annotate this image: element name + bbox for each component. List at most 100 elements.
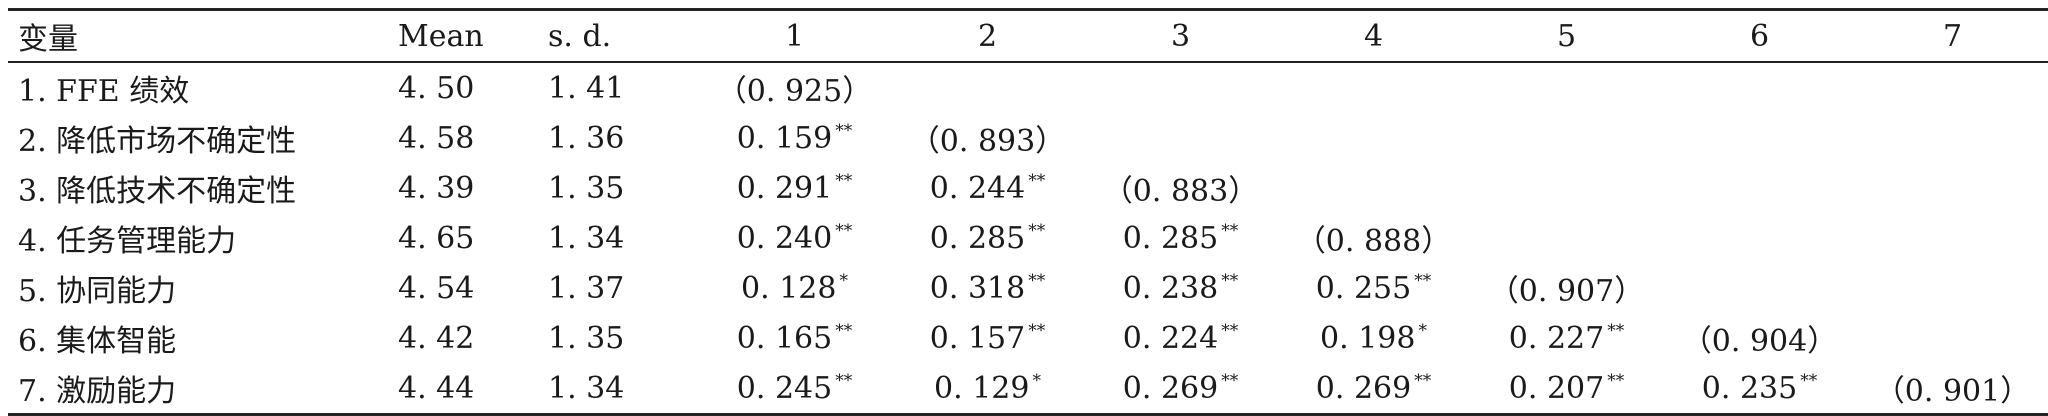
correlation-value: 0. 285 bbox=[929, 220, 1026, 256]
table-row: 7. 激励能力 4. 44 1. 34 0. 245 ** 0. 129 * 0. 269 **… bbox=[8, 363, 2048, 415]
variable-label: 7. 激励能力 bbox=[18, 374, 177, 409]
correlation-cell: 0. 165 ** bbox=[698, 313, 891, 363]
significance-marker: ** bbox=[1028, 270, 1046, 291]
correlation-cell bbox=[1856, 213, 2048, 263]
correlation-cell: 0. 157 ** bbox=[891, 313, 1084, 363]
significance-marker: ** bbox=[1221, 270, 1239, 291]
significance-marker: ** bbox=[1028, 220, 1046, 241]
header-col-6: 6 bbox=[1749, 18, 1770, 54]
correlation-value: 0. 159 bbox=[736, 120, 833, 156]
table-row: 3. 降低技术不确定性 4. 39 1. 35 0. 291 ** 0. 244 ** （0.… bbox=[8, 163, 2048, 213]
correlation-cell: 0. 159 ** bbox=[698, 113, 891, 163]
correlation-value: （0. 888） bbox=[1295, 224, 1452, 259]
header-mean: Mean bbox=[398, 18, 484, 54]
correlation-cell bbox=[1084, 62, 1277, 113]
mean-cell: 4. 54 bbox=[398, 270, 475, 306]
mean-cell: 4. 65 bbox=[398, 220, 475, 256]
significance-marker: ** bbox=[835, 370, 853, 391]
variable-label: 2. 降低市场不确定性 bbox=[18, 124, 297, 159]
table-row: 1. FFE 绩效 4. 50 1. 41 （0. 925） bbox=[8, 62, 2048, 113]
header-sd: s. d. bbox=[548, 18, 612, 54]
variable-label: 4. 任务管理能力 bbox=[18, 224, 237, 259]
correlation-value: 0. 291 bbox=[736, 170, 833, 206]
correlation-value: 0. 165 bbox=[736, 320, 833, 356]
correlation-cell bbox=[1663, 263, 1856, 313]
correlation-value: 0. 157 bbox=[929, 320, 1026, 356]
correlation-value: 0. 207 bbox=[1508, 370, 1605, 406]
correlation-cell: 0. 269 ** bbox=[1277, 363, 1470, 415]
correlation-value: 0. 235 bbox=[1701, 370, 1798, 406]
correlation-value: 0. 224 bbox=[1122, 320, 1219, 356]
correlation-value: （0. 883） bbox=[1102, 174, 1259, 209]
correlation-value: 0. 269 bbox=[1122, 370, 1219, 406]
variable-label: 1. FFE 绩效 bbox=[18, 74, 190, 109]
significance-marker: ** bbox=[835, 320, 853, 341]
correlation-cell: 0. 238 ** bbox=[1084, 263, 1277, 313]
correlation-cell: （0. 893） bbox=[891, 113, 1084, 163]
correlation-cell: （0. 904） bbox=[1663, 313, 1856, 363]
correlation-cell: 0. 291 ** bbox=[698, 163, 891, 213]
correlation-cell: 0. 269 ** bbox=[1084, 363, 1277, 415]
correlation-value: 0. 198 bbox=[1320, 320, 1416, 356]
correlation-table: 变量 Mean s. d. 1 2 3 4 5 6 7 1. FFE 绩效 4. … bbox=[8, 8, 2048, 416]
correlation-cell: （0. 907） bbox=[1470, 263, 1663, 313]
correlation-value: （0. 907） bbox=[1488, 274, 1645, 309]
correlation-cell: 0. 255 ** bbox=[1277, 263, 1470, 313]
table-body: 1. FFE 绩效 4. 50 1. 41 （0. 925） 2. 降低市场不确定性 4.… bbox=[8, 62, 2048, 415]
table-row: 2. 降低市场不确定性 4. 58 1. 36 0. 159 ** （0. 893） bbox=[8, 113, 2048, 163]
significance-marker: ** bbox=[1221, 220, 1239, 241]
mean-cell: 4. 58 bbox=[398, 120, 475, 156]
correlation-value: （0. 925） bbox=[716, 74, 873, 109]
correlation-value: 0. 240 bbox=[736, 220, 833, 256]
table-row: 6. 集体智能 4. 42 1. 35 0. 165 ** 0. 157 ** 0. 224 *… bbox=[8, 313, 2048, 363]
correlation-cell bbox=[1277, 62, 1470, 113]
correlation-cell bbox=[1277, 113, 1470, 163]
correlation-cell bbox=[1856, 163, 2048, 213]
correlation-value: （0. 901） bbox=[1874, 374, 2031, 409]
significance-marker: ** bbox=[835, 220, 853, 241]
significance-marker: ** bbox=[1028, 320, 1046, 341]
correlation-value: 0. 285 bbox=[1122, 220, 1219, 256]
header-col-4: 4 bbox=[1363, 18, 1384, 54]
header-col-1: 1 bbox=[784, 18, 805, 54]
table-row: 4. 任务管理能力 4. 65 1. 34 0. 240 ** 0. 285 ** 0. 28… bbox=[8, 213, 2048, 263]
correlation-cell: 0. 245 ** bbox=[698, 363, 891, 415]
header-row: 变量 Mean s. d. 1 2 3 4 5 6 7 bbox=[8, 9, 2048, 62]
correlation-cell bbox=[1856, 113, 2048, 163]
correlation-cell bbox=[1663, 62, 1856, 113]
correlation-cell bbox=[1856, 62, 2048, 113]
correlation-cell: 0. 244 ** bbox=[891, 163, 1084, 213]
correlation-cell: 0. 235 ** bbox=[1663, 363, 1856, 415]
correlation-cell bbox=[1470, 113, 1663, 163]
correlation-cell: （0. 883） bbox=[1084, 163, 1277, 213]
correlation-value: 0. 238 bbox=[1122, 270, 1219, 306]
correlation-value: （0. 893） bbox=[909, 124, 1066, 159]
significance-marker: ** bbox=[1221, 320, 1239, 341]
correlation-value: 0. 227 bbox=[1508, 320, 1605, 356]
significance-marker: ** bbox=[1607, 370, 1625, 391]
significance-marker: * bbox=[839, 270, 848, 291]
sd-cell: 1. 41 bbox=[548, 70, 625, 106]
significance-marker: ** bbox=[1414, 270, 1432, 291]
correlation-cell: 0. 285 ** bbox=[891, 213, 1084, 263]
significance-marker: ** bbox=[1800, 370, 1818, 391]
correlation-cell: 0. 128 * bbox=[698, 263, 891, 313]
correlation-cell: （0. 888） bbox=[1277, 213, 1470, 263]
correlation-value: 0. 128 bbox=[741, 270, 837, 306]
correlation-cell: 0. 227 ** bbox=[1470, 313, 1663, 363]
table-header: 变量 Mean s. d. 1 2 3 4 5 6 7 bbox=[8, 9, 2048, 62]
significance-marker: * bbox=[1032, 370, 1041, 391]
correlation-value: 0. 269 bbox=[1315, 370, 1412, 406]
correlation-value: （0. 904） bbox=[1681, 324, 1838, 359]
significance-marker: ** bbox=[1221, 370, 1239, 391]
variable-label: 3. 降低技术不确定性 bbox=[18, 174, 297, 209]
correlation-cell bbox=[1470, 213, 1663, 263]
correlation-cell bbox=[1663, 113, 1856, 163]
header-col-7: 7 bbox=[1942, 18, 1963, 54]
correlation-cell bbox=[1277, 163, 1470, 213]
correlation-cell bbox=[1856, 263, 2048, 313]
correlation-value: 0. 129 bbox=[934, 370, 1030, 406]
mean-cell: 4. 42 bbox=[398, 320, 475, 356]
sd-cell: 1. 37 bbox=[548, 270, 625, 306]
correlation-cell bbox=[1470, 163, 1663, 213]
